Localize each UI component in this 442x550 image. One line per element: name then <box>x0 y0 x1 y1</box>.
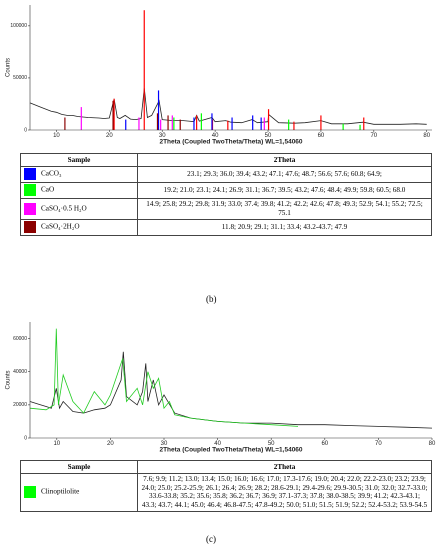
theta-cell: 19.2; 21.0; 23.1; 24.1; 26.9; 31.1; 36.7… <box>137 181 432 199</box>
y-axis-label: Counts <box>6 370 12 389</box>
table-row: CaSO₄·0.5 H₂O 14.9; 25.8; 29.2; 29.8; 31.… <box>20 197 432 220</box>
x-tick-label: 40 <box>214 441 221 447</box>
color-swatch <box>24 168 36 181</box>
pattern-line <box>29 328 299 427</box>
theta-cell: 7.6; 9.9; 11.2; 13.0; 13.4; 15.0; 16.0; … <box>137 472 432 512</box>
chart: 0 50000 100000 10 20 30 40 50 60 70 80 2Theta (Coup… <box>6 5 432 146</box>
x-tick-label: 20 <box>107 441 114 447</box>
x-tick-label: 50 <box>265 133 272 139</box>
theta-cell: 14.9; 25.8; 29.2; 29.8; 31.9; 33.0; 37.4… <box>137 197 432 220</box>
color-swatch <box>24 486 36 499</box>
theta-cell: 23.1; 29.3; 36.0; 39.4; 43.2; 47.1; 47.6… <box>137 165 432 183</box>
y-tick-label: 0 <box>24 127 27 133</box>
sample-cell: CaO <box>20 181 138 199</box>
y-tick-label: 60000 <box>13 336 27 342</box>
x-tick-label: 30 <box>159 133 166 139</box>
sample-cell: CaSO₄·2H₂O <box>20 218 138 236</box>
sample-cell: CaCO₃ <box>20 165 138 183</box>
x-tick-label: 80 <box>429 441 436 447</box>
x-tick-label: 10 <box>53 133 60 139</box>
table-row: CaSO₄·2H₂O 11.8; 20.9; 29.1; 31.1; 33.4; … <box>20 218 432 236</box>
color-swatch <box>24 202 36 215</box>
color-swatch <box>24 184 36 197</box>
sample-cell: Clinoptilolite <box>20 472 138 512</box>
header-cell: Sample <box>20 460 138 474</box>
header-cell: 2Theta <box>137 153 432 167</box>
table: Sample 2Theta Clinoptilolite 7.6; 9.9; 11.2… <box>20 460 432 512</box>
y-tick-label: 0 <box>24 435 27 441</box>
x-tick-label: 10 <box>53 441 60 447</box>
sample-name: CaSO₄·2H₂O <box>41 222 80 231</box>
x-tick-label: 70 <box>375 441 382 447</box>
pattern-line <box>29 351 433 429</box>
header-cell: Sample <box>20 153 138 167</box>
y-tick-label: 40000 <box>13 369 27 375</box>
x-tick-label: 60 <box>321 441 328 447</box>
y-tick-label: 50000 <box>13 75 27 81</box>
header-cell: 2Theta <box>137 460 432 474</box>
table-row: CaCO₃ 23.1; 29.3; 36.0; 39.4; 43.2; 47.1;… <box>20 165 432 183</box>
x-tick-label: 70 <box>370 133 377 139</box>
pattern-line <box>29 88 427 125</box>
x-tick-label: 60 <box>318 133 325 139</box>
x-tick-label: 50 <box>268 441 275 447</box>
x-axis-label: 2Theta (Coupled TwoTheta/Theta) WL=1,540… <box>159 447 302 454</box>
header-row: Sample 2Theta <box>20 153 432 167</box>
x-tick-label: 40 <box>212 133 219 139</box>
x-tick-label: 20 <box>106 133 113 139</box>
y-tick-label: 100000 <box>10 23 27 29</box>
sample-name: CaO <box>41 185 55 194</box>
y-axis-label: Counts <box>6 58 12 77</box>
sample-name: CaCO₃ <box>41 169 62 178</box>
sample-name: CaSO₄·0.5 H₂O <box>41 204 87 213</box>
sample-name: Clinoptilolite <box>41 487 80 496</box>
x-tick-label: 30 <box>161 441 168 447</box>
chart: 0 20000 40000 60000 10 20 30 40 50 60 70 80 2Theta (… <box>6 322 436 454</box>
x-tick-label: 80 <box>423 133 430 139</box>
sample-cell: CaSO₄·0.5 H₂O <box>20 197 138 220</box>
theta-cell: 11.8; 20.9; 29.1; 31.1; 33.4; 43.2-43.7;… <box>137 218 432 236</box>
y-tick-label: 20000 <box>13 402 27 408</box>
table: Sample 2Theta CaCO₃ 23.1; 29.3; 36.0; 39.4;… <box>20 153 432 236</box>
x-axis-label: 2Theta (Coupled TwoTheta/Theta) WL=1,540… <box>159 139 302 146</box>
color-swatch <box>24 221 36 234</box>
header-row: Sample 2Theta <box>20 460 432 474</box>
table-row: Clinoptilolite 7.6; 9.9; 11.2; 13.0; 13.4… <box>20 472 432 512</box>
table-row: CaO 19.2; 21.0; 23.1; 24.1; 26.9; 31.1; 3… <box>20 181 432 199</box>
caption: (b) <box>206 294 217 304</box>
caption: (c) <box>206 534 216 544</box>
